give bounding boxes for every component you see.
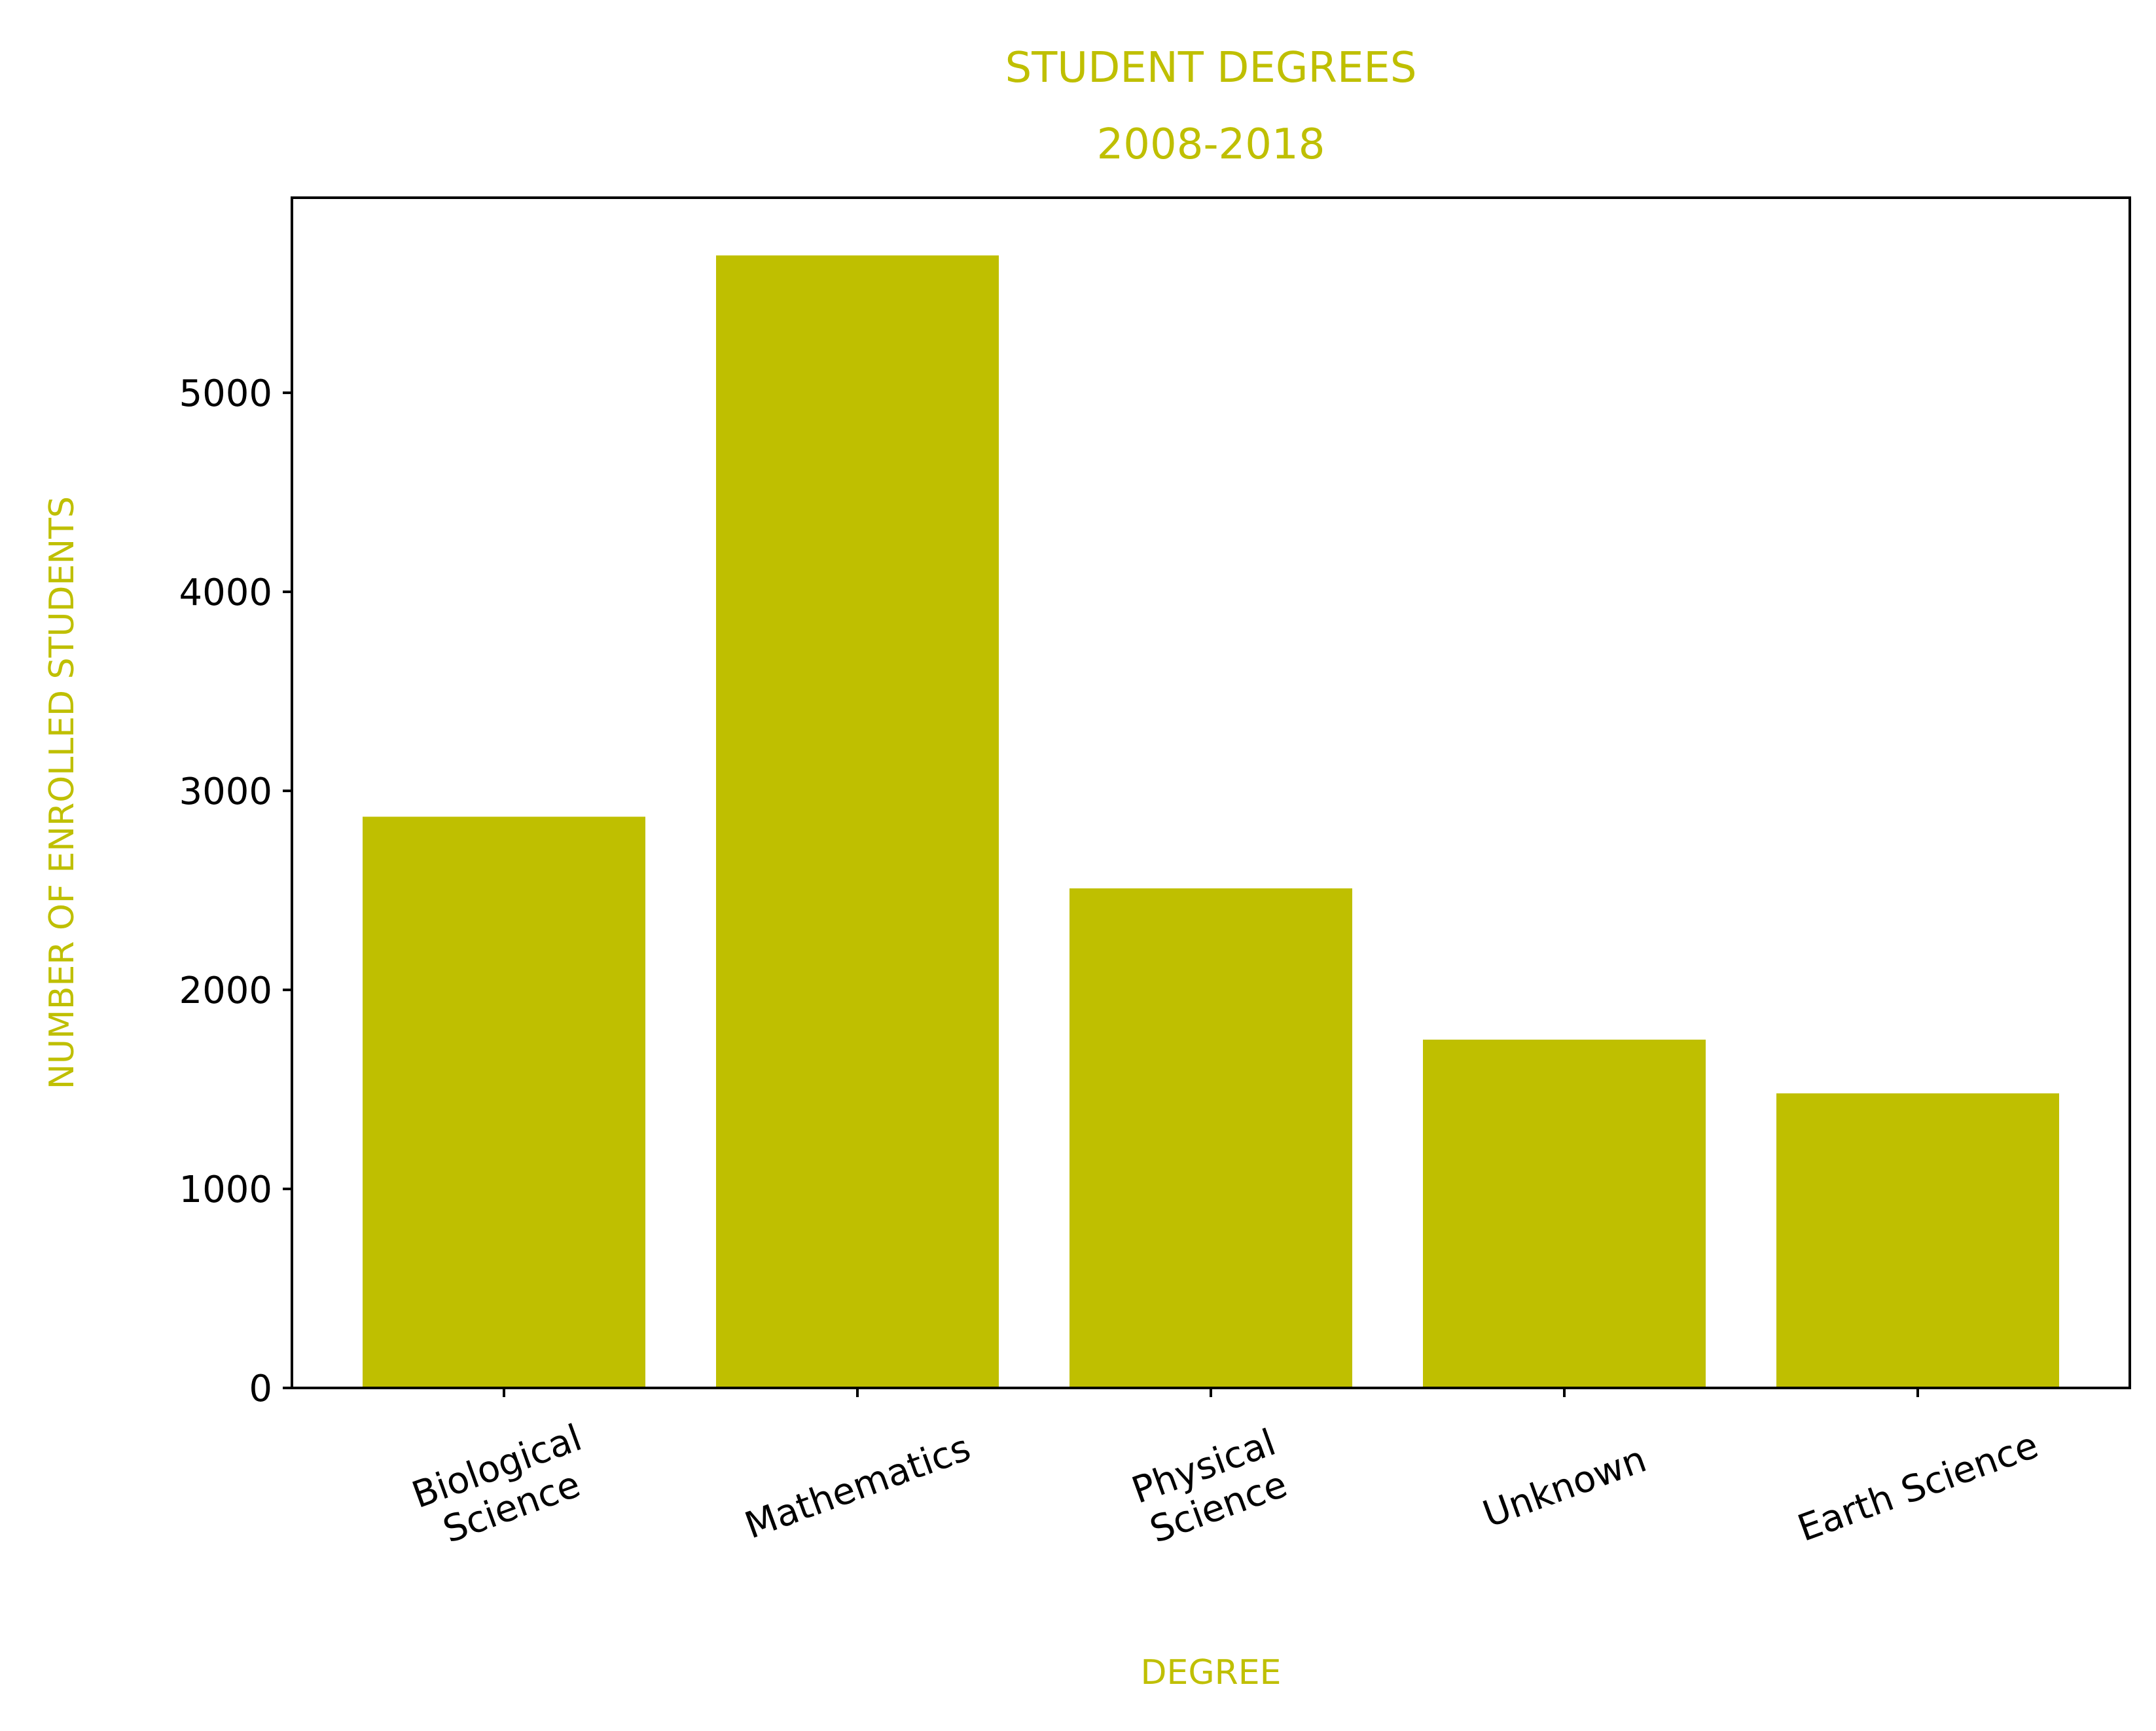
y-tick-label-4: 4000 xyxy=(179,572,272,614)
chart-title: STUDENT DEGREES 2008-2018 xyxy=(1005,44,1417,169)
bar-0 xyxy=(363,816,645,1388)
y-axis-label: NUMBER OF ENROLLED STUDENTS xyxy=(43,496,82,1089)
x-tick-label-3: Unknown xyxy=(1477,1438,1652,1536)
y-tick-label-0: 0 xyxy=(249,1368,272,1410)
chart-title-line-1: STUDENT DEGREES xyxy=(1005,44,1417,92)
x-tick-label-4: Earth Science xyxy=(1792,1424,2043,1550)
x-tick-label-0: BiologicalScience xyxy=(406,1417,602,1558)
x-tick-label-line: Mathematics xyxy=(740,1427,976,1548)
x-tick-label-2: PhysicalScience xyxy=(1126,1421,1296,1553)
chart-title-line-2: 2008-2018 xyxy=(1097,120,1325,169)
x-tick-label-line: Earth Science xyxy=(1792,1424,2043,1550)
x-tick-label-line: Unknown xyxy=(1477,1438,1652,1536)
bar-1 xyxy=(716,255,999,1389)
x-axis-label: DEGREE xyxy=(1140,1653,1281,1692)
x-axis-ticks: BiologicalScience Mathematics PhysicalScie… xyxy=(406,1388,2044,1558)
bar-2 xyxy=(1069,888,1352,1388)
y-axis-ticks: 0 1000 2000 3000 4000 5000 xyxy=(179,373,292,1410)
y-tick-label-3: 3000 xyxy=(179,771,272,813)
bars xyxy=(363,255,2059,1389)
y-tick-label-1: 1000 xyxy=(179,1169,272,1211)
y-tick-label-5: 5000 xyxy=(179,373,272,415)
y-tick-label-2: 2000 xyxy=(179,970,272,1012)
bar-3 xyxy=(1423,1039,1706,1388)
x-tick-label-1: Mathematics xyxy=(740,1427,976,1548)
bar-4 xyxy=(1776,1093,2059,1388)
